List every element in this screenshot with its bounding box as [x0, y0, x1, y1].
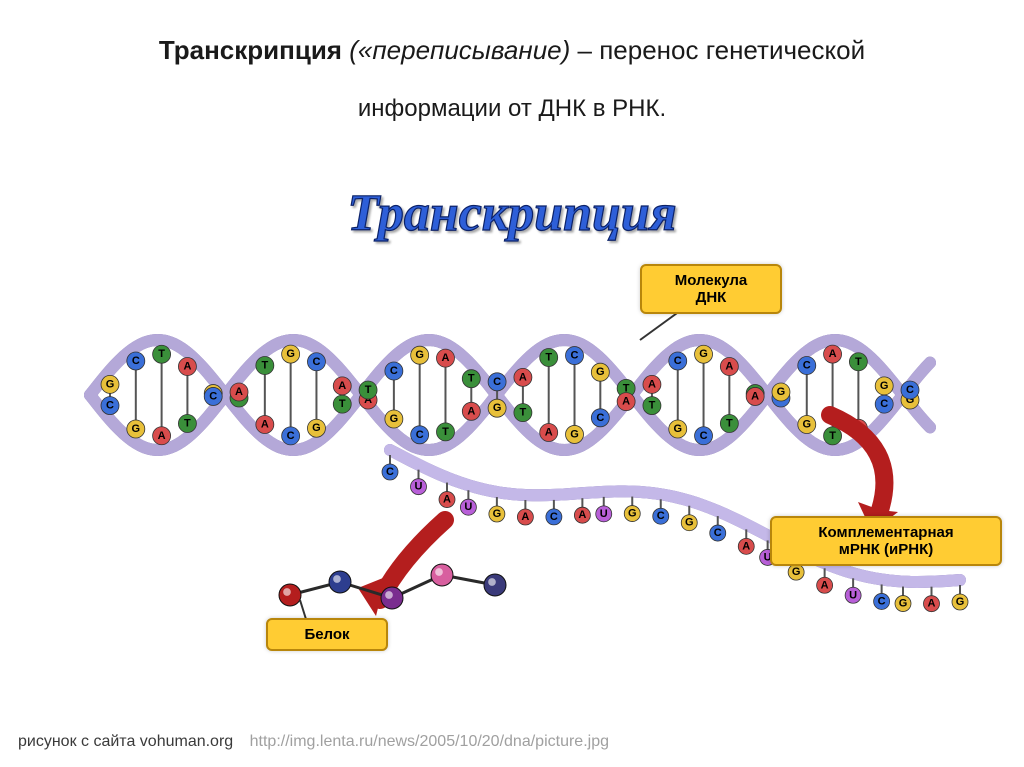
svg-text:A: A — [928, 598, 936, 610]
svg-text:A: A — [622, 396, 630, 408]
svg-text:A: A — [158, 430, 166, 442]
svg-text:C: C — [386, 466, 394, 478]
svg-text:A: A — [443, 494, 451, 506]
svg-text:G: G — [493, 402, 502, 414]
svg-text:G: G — [628, 508, 637, 520]
svg-text:A: A — [338, 380, 346, 392]
svg-text:G: G — [685, 517, 694, 529]
diagram-canvas: Транскрипция GCCGTAATGCTAATCGGCTAATCGGCA… — [0, 0, 1024, 767]
svg-text:G: G — [792, 566, 801, 578]
svg-text:T: T — [442, 426, 449, 438]
svg-text:T: T — [339, 398, 346, 410]
svg-text:C: C — [700, 430, 708, 442]
svg-text:T: T — [261, 359, 268, 371]
callout-protein: Белок — [266, 618, 388, 651]
svg-text:C: C — [596, 412, 604, 424]
svg-text:G: G — [132, 423, 141, 435]
credit-url: http://img.lenta.ru/news/2005/10/20/dna/… — [250, 733, 609, 750]
svg-text:G: G — [493, 508, 502, 520]
svg-text:T: T — [726, 417, 733, 429]
callout-mrna: КомплементарнаямРНК (иРНК) — [770, 516, 1002, 566]
svg-text:U: U — [464, 501, 472, 513]
svg-text:U: U — [849, 589, 857, 601]
svg-text:C: C — [878, 595, 886, 607]
svg-text:T: T — [158, 348, 165, 360]
svg-text:U: U — [415, 481, 423, 493]
callout-dna: МолекулаДНК — [640, 264, 782, 314]
svg-text:A: A — [648, 378, 656, 390]
svg-text:A: A — [725, 361, 733, 373]
svg-text:G: G — [699, 348, 708, 360]
svg-text:C: C — [106, 400, 114, 412]
svg-text:C: C — [390, 365, 398, 377]
svg-text:T: T — [545, 352, 552, 364]
svg-text:C: C — [209, 390, 217, 402]
svg-text:A: A — [742, 540, 750, 552]
svg-text:T: T — [855, 356, 862, 368]
svg-text:G: G — [777, 386, 786, 398]
svg-text:G: G — [596, 366, 605, 378]
svg-text:G: G — [570, 428, 579, 440]
svg-text:T: T — [468, 373, 475, 385]
svg-text:G: G — [106, 378, 115, 390]
svg-text:C: C — [674, 355, 682, 367]
svg-text:A: A — [829, 348, 837, 360]
diagram-title-text: Транскрипция — [347, 185, 676, 242]
svg-text:T: T — [649, 400, 656, 412]
svg-text:T: T — [184, 417, 191, 429]
svg-text:G: G — [956, 596, 965, 608]
svg-text:A: A — [519, 371, 527, 383]
svg-text:A: A — [521, 511, 529, 523]
svg-text:G: G — [880, 380, 889, 392]
credit-source: рисунок с сайта vohuman.org — [18, 733, 233, 750]
svg-text:C: C — [880, 398, 888, 410]
svg-text:C: C — [550, 511, 558, 523]
svg-text:C: C — [312, 356, 320, 368]
svg-text:C: C — [714, 527, 722, 539]
svg-text:U: U — [600, 508, 608, 520]
svg-text:C: C — [132, 355, 140, 367]
svg-text:G: G — [312, 422, 321, 434]
svg-text:A: A — [235, 386, 243, 398]
dna-double-helix: GCCGTAATGCTAATCGGCTAATCGGCATTACGTAATGCCG… — [90, 340, 930, 450]
svg-text:A: A — [578, 509, 586, 521]
svg-text:G: G — [415, 349, 424, 361]
svg-text:C: C — [416, 429, 424, 441]
svg-text:C: C — [571, 350, 579, 362]
svg-text:A: A — [261, 419, 269, 431]
svg-text:A: A — [442, 352, 450, 364]
svg-text:C: C — [657, 510, 665, 522]
svg-text:G: G — [802, 419, 811, 431]
svg-text:A: A — [545, 426, 553, 438]
svg-text:T: T — [829, 430, 836, 442]
svg-text:C: C — [803, 359, 811, 371]
image-credits: рисунок с сайта vohuman.org http://img.l… — [18, 733, 609, 751]
svg-text:C: C — [493, 376, 501, 388]
svg-text:A: A — [751, 390, 759, 402]
svg-text:C: C — [906, 384, 914, 396]
svg-text:T: T — [520, 407, 527, 419]
svg-text:A: A — [183, 361, 191, 373]
svg-text:T: T — [365, 384, 372, 396]
svg-text:G: G — [673, 423, 682, 435]
svg-text:G: G — [390, 413, 399, 425]
svg-text:C: C — [287, 430, 295, 442]
svg-text:G: G — [899, 598, 908, 610]
svg-text:A: A — [467, 405, 475, 417]
svg-text:G: G — [286, 348, 295, 360]
svg-text:A: A — [821, 579, 829, 591]
